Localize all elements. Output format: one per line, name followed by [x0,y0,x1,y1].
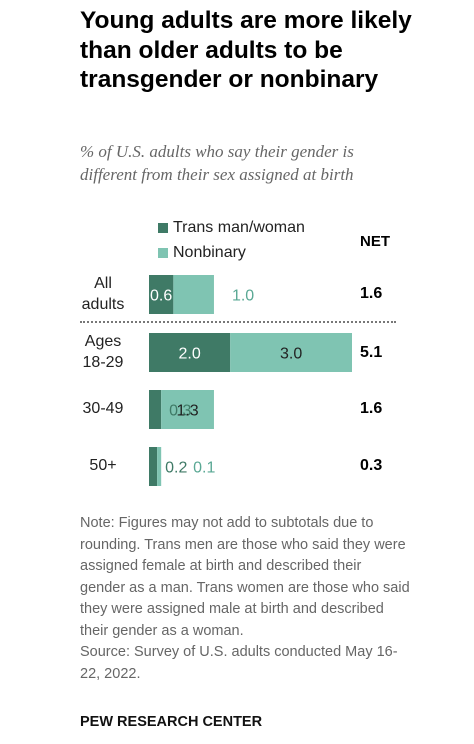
bar-trans-ages-18-29 [149,333,231,372]
row-label-line: 18-29 [82,354,124,371]
value-label-trans-ages-18-29: 2.0 [178,346,200,363]
row-label-line: Ages [84,333,122,350]
value-label-nonbinary-all-adults: 1.0 [232,288,254,305]
row-label-30-49: 30-49 [68,398,138,419]
source-text: Source: Survey of U.S. adults conducted … [80,644,398,682]
divider-dotted [80,321,396,323]
bar-trans-50- [149,447,158,486]
row-label-50-plus: 50+ [68,455,138,476]
net-column-header: NET [360,233,390,250]
legend-swatch-nonbinary [158,248,168,258]
net-value-all-adults: 1.6 [360,285,383,302]
pew-logo-text: PEW RESEARCH CENTER [80,714,263,730]
value-label-nonbinary-ages-18-29: 3.0 [280,346,302,363]
note-text: Note: Figures may not add to subtotals d… [80,515,410,639]
chart-title: Young adults are more likely than older … [80,7,412,93]
net-value-50-plus: 0.3 [360,457,383,474]
bar-trans-30-49 [149,390,162,429]
legend-label-nonbinary: Nonbinary [173,244,246,261]
value-label-trans-all-adults: 0.6 [150,288,172,305]
legend-item-trans: Trans man/woman [158,218,305,238]
value-label-trans-50-: 0.2 [165,460,187,477]
row-label-line: 50+ [89,457,117,474]
value-label-nonbinary-30-49: 1.3 [176,403,198,420]
row-label-line: 30-49 [82,400,124,417]
bar-nonbinary-all-adults [173,275,214,314]
legend-swatch-trans [158,223,168,233]
net-value-ages-18-29: 5.1 [360,344,383,361]
note-block: Note: Figures may not add to subtotals d… [80,513,410,685]
value-label-nonbinary-50-: 0.1 [193,460,215,477]
bar-trans-all-adults [149,275,174,314]
row-label-line: adults [81,296,125,313]
row-label-line: All [94,275,112,292]
net-value-30-49: 1.6 [360,400,383,417]
legend-item-nonbinary: Nonbinary [158,243,246,263]
bar-chart: 0.6 1.0 2.0 3.0 0.31.3 0.2 0.1 [149,275,352,486]
row-label-ages-18-29: Ages 18-29 [68,331,138,373]
chart-subtitle: % of U.S. adults who say their gender is… [80,142,354,184]
bar-nonbinary-50- [157,447,162,486]
bar-nonbinary-30-49 [161,390,214,429]
bar-nonbinary-ages-18-29 [230,333,352,372]
value-label-trans-30-49: 0.3 [169,403,191,420]
legend-label-trans: Trans man/woman [173,219,305,236]
row-label-all-adults: All adults [68,273,138,315]
